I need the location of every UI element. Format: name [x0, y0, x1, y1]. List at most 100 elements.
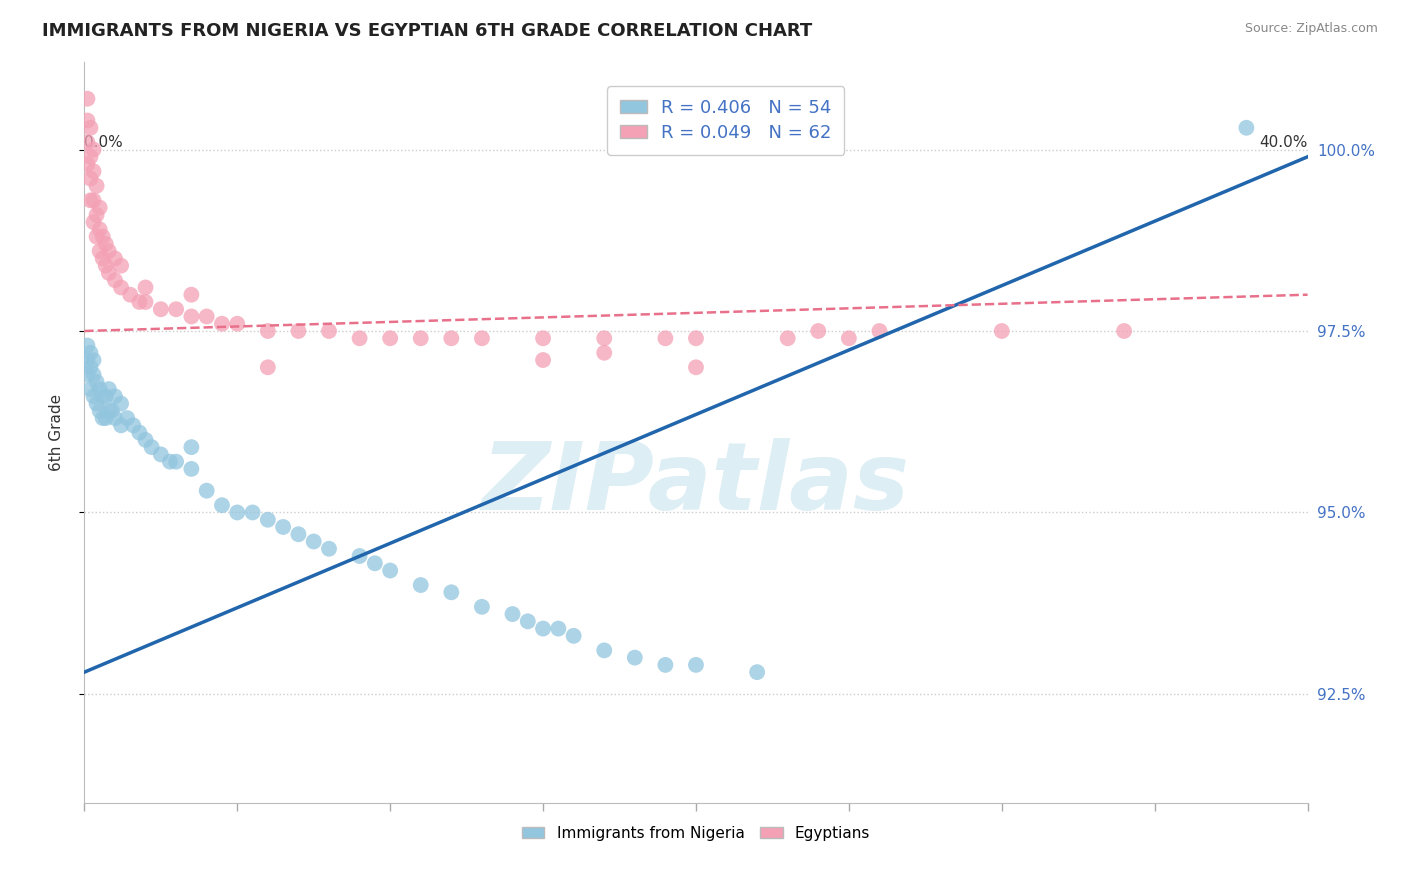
- Point: [685, 657, 707, 672]
- Point: [91, 229, 114, 244]
- Point: [471, 599, 494, 614]
- Point: [89, 382, 111, 396]
- Point: [94, 236, 117, 251]
- Point: [991, 324, 1014, 338]
- Point: [531, 353, 554, 368]
- Point: [89, 404, 111, 418]
- Point: [83, 368, 105, 382]
- Point: [159, 455, 181, 469]
- Point: [195, 310, 218, 324]
- Point: [869, 324, 891, 338]
- Point: [654, 657, 676, 672]
- Point: [94, 259, 117, 273]
- Point: [83, 389, 105, 403]
- Point: [104, 273, 127, 287]
- Point: [79, 171, 101, 186]
- Point: [195, 483, 218, 498]
- Point: [128, 295, 150, 310]
- Point: [83, 194, 105, 208]
- Point: [104, 389, 127, 403]
- Point: [135, 295, 157, 310]
- Point: [83, 143, 105, 157]
- Point: [1236, 120, 1258, 135]
- Point: [838, 331, 860, 345]
- Point: [135, 280, 157, 294]
- Point: [79, 120, 101, 135]
- Point: [364, 556, 387, 570]
- Point: [79, 382, 101, 396]
- Point: [165, 455, 187, 469]
- Text: 0.0%: 0.0%: [84, 135, 124, 150]
- Point: [86, 208, 108, 222]
- Text: ZIPatlas: ZIPatlas: [482, 439, 910, 531]
- Point: [91, 389, 114, 403]
- Point: [135, 433, 157, 447]
- Point: [101, 404, 124, 418]
- Point: [502, 607, 524, 621]
- Point: [110, 418, 132, 433]
- Point: [76, 113, 98, 128]
- Point: [287, 324, 309, 338]
- Point: [211, 498, 233, 512]
- Point: [91, 411, 114, 425]
- Point: [349, 331, 371, 345]
- Point: [593, 643, 616, 657]
- Point: [349, 549, 371, 563]
- Point: [318, 324, 340, 338]
- Point: [440, 331, 463, 345]
- Point: [380, 564, 402, 578]
- Point: [76, 338, 98, 352]
- Point: [593, 331, 616, 345]
- Text: Source: ZipAtlas.com: Source: ZipAtlas.com: [1244, 22, 1378, 36]
- Point: [807, 324, 830, 338]
- Point: [257, 360, 280, 375]
- Point: [104, 411, 127, 425]
- Point: [76, 368, 98, 382]
- Point: [409, 331, 432, 345]
- Point: [257, 513, 280, 527]
- Point: [440, 585, 463, 599]
- Point: [226, 317, 249, 331]
- Point: [86, 375, 108, 389]
- Point: [76, 157, 98, 171]
- Text: IMMIGRANTS FROM NIGERIA VS EGYPTIAN 6TH GRADE CORRELATION CHART: IMMIGRANTS FROM NIGERIA VS EGYPTIAN 6TH …: [42, 22, 813, 40]
- Text: 40.0%: 40.0%: [1260, 135, 1308, 150]
- Point: [562, 629, 585, 643]
- Point: [97, 382, 120, 396]
- Point: [86, 178, 108, 193]
- Point: [531, 331, 554, 345]
- Point: [226, 506, 249, 520]
- Point: [110, 259, 132, 273]
- Point: [115, 411, 138, 425]
- Point: [97, 266, 120, 280]
- Point: [624, 650, 647, 665]
- Point: [79, 360, 101, 375]
- Point: [76, 136, 98, 150]
- Point: [89, 201, 111, 215]
- Point: [593, 345, 616, 359]
- Point: [380, 331, 402, 345]
- Point: [271, 520, 294, 534]
- Point: [76, 353, 98, 368]
- Point: [211, 317, 233, 331]
- Point: [86, 229, 108, 244]
- Y-axis label: 6th Grade: 6th Grade: [49, 394, 63, 471]
- Point: [302, 534, 325, 549]
- Point: [1114, 324, 1136, 338]
- Point: [122, 418, 145, 433]
- Point: [141, 440, 163, 454]
- Point: [94, 411, 117, 425]
- Point: [471, 331, 494, 345]
- Point: [104, 252, 127, 266]
- Point: [257, 324, 280, 338]
- Point: [318, 541, 340, 556]
- Point: [242, 506, 264, 520]
- Point: [76, 92, 98, 106]
- Point: [776, 331, 799, 345]
- Point: [89, 222, 111, 236]
- Point: [165, 302, 187, 317]
- Point: [685, 360, 707, 375]
- Point: [180, 462, 202, 476]
- Point: [79, 345, 101, 359]
- Point: [287, 527, 309, 541]
